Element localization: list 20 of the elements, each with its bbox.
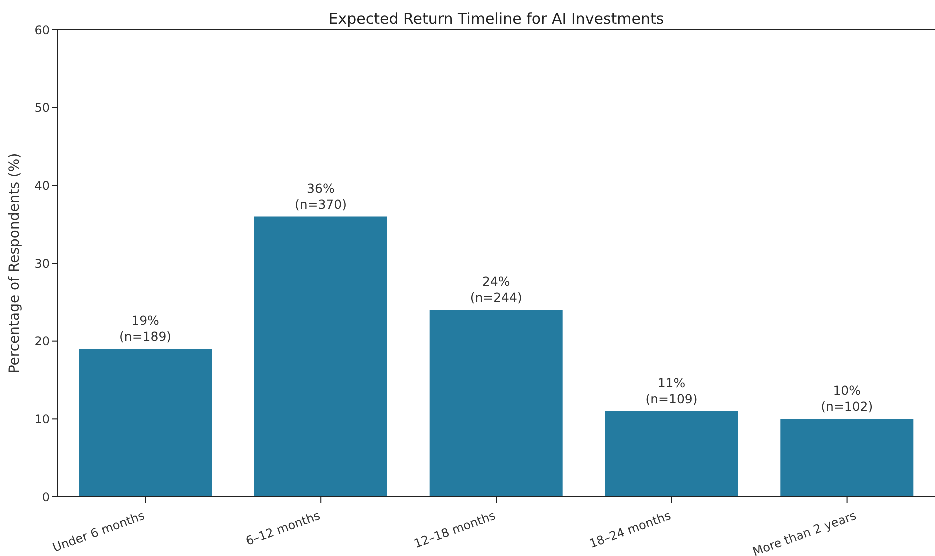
bar: [430, 310, 563, 497]
y-tick-label: 60: [34, 23, 50, 38]
bar: [605, 411, 738, 497]
y-tick-label: 40: [34, 178, 50, 193]
bar: [780, 419, 914, 497]
y-axis-title: Percentage of Respondents (%): [6, 153, 23, 374]
y-tick-label: 50: [34, 101, 50, 116]
y-tick-label: 10: [34, 412, 50, 426]
bar: [79, 349, 212, 497]
data-label: 10% (n=102): [821, 383, 874, 414]
data-label: 24% (n=244): [470, 274, 522, 306]
x-tick-label: More than 2 years: [750, 508, 858, 556]
y-tick-label: 30: [34, 256, 50, 271]
data-label: 36% (n=370): [294, 180, 347, 212]
y-tick-label: 0: [42, 490, 50, 504]
data-label: 11% (n=109): [646, 375, 698, 406]
data-label: 19% (n=189): [120, 313, 172, 344]
y-tick-label: 20: [34, 334, 50, 349]
chart-title: Expected Return Timeline for AI Investments: [328, 10, 666, 28]
bar: [254, 216, 388, 497]
